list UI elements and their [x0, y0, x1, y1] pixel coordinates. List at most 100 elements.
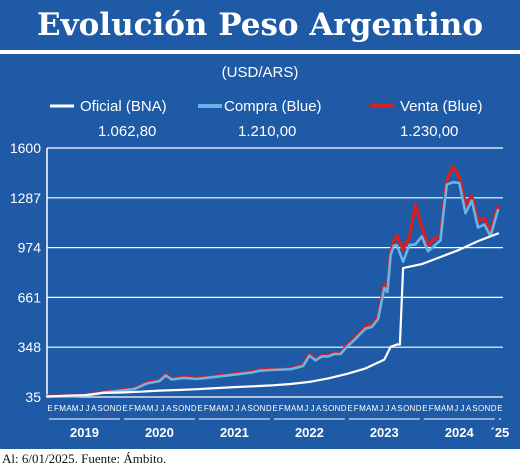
month-tick-label: J: [154, 404, 158, 413]
month-tick-label: A: [91, 404, 97, 413]
month-tick-label: F: [204, 404, 209, 413]
month-tick-label: M: [209, 404, 216, 413]
y-tick-label: 1600: [10, 140, 41, 156]
month-tick-label: D: [116, 404, 122, 413]
month-tick-label: S: [247, 404, 252, 413]
legend-label-oficial: Oficial (BNA): [80, 98, 167, 115]
y-axis-ticks: 35 348 661 974 1287 1600: [10, 140, 41, 405]
month-tick-label: D: [341, 404, 347, 413]
month-tick-label: J: [311, 404, 315, 413]
month-tick-label: J: [229, 404, 233, 413]
unit-label: (USD/ARS): [222, 64, 299, 81]
year-label: 2019: [70, 425, 99, 440]
month-tick-label: F: [54, 404, 59, 413]
month-tick-label: O: [403, 404, 409, 413]
legend-value-oficial: 1.062,80: [98, 123, 156, 140]
month-tick-label: A: [166, 404, 172, 413]
month-tick-label: N: [260, 404, 266, 413]
month-tick-label: D: [416, 404, 422, 413]
y-tick-label: 35: [25, 389, 41, 405]
legend: Oficial (BNA) 1.062,80 Compra (Blue) 1.2…: [50, 98, 483, 140]
year-label: ´25: [491, 425, 510, 440]
month-tick-label: A: [241, 404, 247, 413]
month-tick-label: M: [222, 404, 229, 413]
year-label: 2022: [295, 425, 324, 440]
series-line-compra: [45, 180, 500, 398]
month-tick-label: O: [178, 404, 184, 413]
year-label: 2021: [220, 425, 249, 440]
month-tick-label: E: [122, 404, 127, 413]
month-tick-label: J: [460, 404, 464, 413]
month-tick-label: M: [134, 404, 141, 413]
source-note: Al: 6/01/2025. Fuente: Ámbito.: [2, 451, 167, 466]
y-tick-label: 974: [18, 240, 42, 256]
month-tick-label: A: [366, 404, 372, 413]
grid: [46, 147, 503, 398]
month-tick-label: M: [72, 404, 79, 413]
month-tick-label: N: [335, 404, 341, 413]
legend-value-compra: 1.210,00: [238, 123, 296, 140]
month-tick-label: J: [236, 404, 240, 413]
month-tick-label: J: [79, 404, 83, 413]
legend-value-venta: 1.230,00: [400, 123, 458, 140]
month-tick-label: M: [297, 404, 304, 413]
month-tick-label: E: [347, 404, 352, 413]
chart-title: Evolución Peso Argentino: [36, 7, 484, 43]
year-label: 2023: [370, 425, 399, 440]
month-tick-label: F: [279, 404, 284, 413]
month-tick-label: E: [497, 404, 502, 413]
legend-label-venta: Venta (Blue): [400, 98, 483, 115]
title-bar: [0, 0, 520, 50]
month-tick-label: E: [272, 404, 277, 413]
month-tick-label: M: [147, 404, 154, 413]
month-tick-label: M: [372, 404, 379, 413]
month-tick-label: O: [103, 404, 109, 413]
month-tick-label: E: [47, 404, 52, 413]
month-tick-label: D: [266, 404, 272, 413]
month-tick-label: A: [466, 404, 472, 413]
month-tick-label: M: [284, 404, 291, 413]
month-tick-label: A: [66, 404, 72, 413]
month-tick-label: O: [328, 404, 334, 413]
month-tick-label: F: [129, 404, 134, 413]
chart-panel: [0, 54, 520, 449]
month-tick-label: F: [429, 404, 434, 413]
month-tick-label: J: [304, 404, 308, 413]
month-tick-label: A: [441, 404, 447, 413]
month-tick-label: J: [454, 404, 458, 413]
month-tick-label: A: [216, 404, 222, 413]
month-tick-label: N: [485, 404, 491, 413]
month-tick-label: M: [59, 404, 66, 413]
month-tick-label: F: [354, 404, 359, 413]
month-tick-label: J: [385, 404, 389, 413]
month-tick-label: S: [472, 404, 477, 413]
month-tick-label: D: [491, 404, 497, 413]
month-tick-label: A: [316, 404, 322, 413]
month-tick-label: M: [447, 404, 454, 413]
month-tick-label: O: [253, 404, 259, 413]
series-line-oficial: [45, 232, 500, 398]
month-tick-label: S: [172, 404, 177, 413]
month-tick-label: N: [185, 404, 191, 413]
series-layer: [45, 164, 500, 398]
month-tick-label: S: [397, 404, 402, 413]
month-tick-label: J: [379, 404, 383, 413]
y-tick-label: 1287: [10, 190, 41, 206]
month-tick-label: J: [86, 404, 90, 413]
series-line-venta: [45, 164, 500, 398]
month-tick-label: J: [161, 404, 165, 413]
month-tick-label: M: [434, 404, 441, 413]
month-tick-label: E: [422, 404, 427, 413]
month-tick-label: D: [191, 404, 197, 413]
month-tick-label: M: [359, 404, 366, 413]
y-tick-label: 661: [18, 289, 42, 305]
year-label: 2024: [445, 425, 475, 440]
month-tick-label: A: [291, 404, 297, 413]
chart-svg: (USD/ARS) Oficial (BNA) 1.062,80 Compra …: [10, 64, 509, 440]
month-tick-label: A: [391, 404, 397, 413]
legend-label-compra: Compra (Blue): [224, 98, 322, 115]
month-tick-label: S: [322, 404, 327, 413]
month-tick-label: A: [141, 404, 147, 413]
